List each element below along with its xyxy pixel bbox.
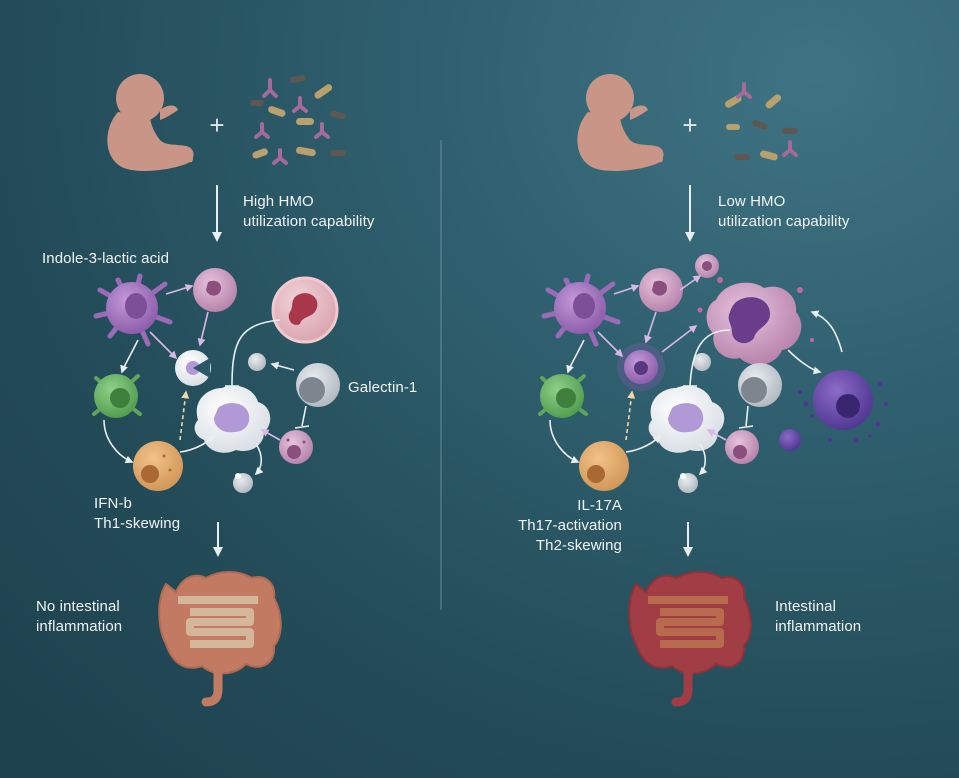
dendritic-cell-icon [93,273,173,347]
right-activation-label: Th17-activation [517,517,622,534]
right-skewing-label: Th2-skewing [535,537,622,554]
green-cell-icon [538,374,588,418]
dendritic-cell-icon [541,273,621,347]
galectin-label: Galectin-1 [348,379,418,396]
tiny-cell-icon [233,473,253,493]
granular-cell-icon [639,268,683,312]
green-cell-icon [92,374,142,418]
bacteria-icon [724,82,798,161]
right-cytokine-label: IL-17A [577,497,622,514]
small-cell-icon [248,353,266,371]
small-cell-icon [693,353,711,371]
left-outcome-line2: inflammation [36,618,123,635]
right-panel-art: + [538,74,888,707]
tiny-cell-icon [678,473,698,493]
right-arrow-label-line2: utilization capability [718,213,850,230]
plus-sign: + [209,110,224,140]
right-arrow-label-line1: Low HMO [718,193,786,210]
activated-eosinophil-icon [697,277,814,365]
lymphocyte-icon [738,363,782,407]
left-cytokine-label: IFN-b [94,495,132,512]
left-arrow-label-line1: High HMO [243,193,314,210]
plus-sign: + [682,110,697,140]
granular-cell-icon [193,268,237,312]
phagocyte-icon [175,350,211,386]
small-granular-cell-icon [695,254,719,278]
infant-icon [577,74,664,171]
eosinophil-icon [271,276,339,344]
right-outcome-line1: Intestinal [775,598,837,615]
left-panel-art: + [92,74,346,707]
activated-cell-icon [617,343,665,391]
right-outcome-line2: inflammation [775,618,862,635]
mast-cell-icon [725,430,759,464]
central-cell-icon [648,385,725,453]
mast-cell-icon [279,430,313,464]
macrophage-icon [579,441,629,491]
metabolite-label: Indole-3-lactic acid [42,250,170,267]
degranulating-cell-icon [798,370,888,443]
bacteria-icon [250,75,346,165]
left-arrow-label-line2: utilization capability [243,213,375,230]
intestine-icon [628,571,752,707]
left-outcome-line1: No intestinal [36,598,120,615]
small-violet-cell-icon [779,429,801,451]
infant-icon [107,74,194,171]
macrophage-icon [133,441,183,491]
intestine-icon [158,571,282,707]
left-skewing-label: Th1-skewing [94,515,181,532]
lymphocyte-icon [296,363,340,407]
